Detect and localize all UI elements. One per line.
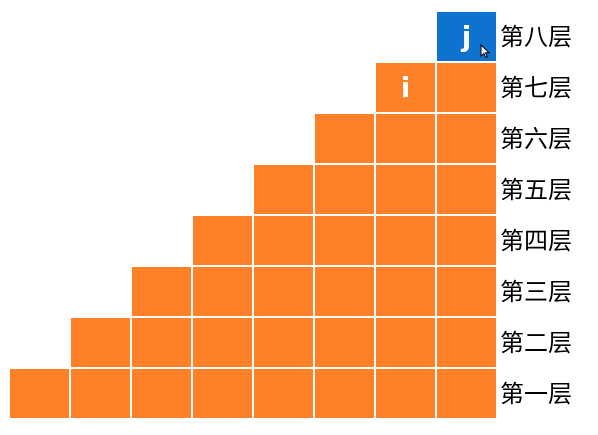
stair-cell: [437, 114, 496, 163]
floor-label: 第五层: [500, 176, 572, 204]
floor-label: 第三层: [500, 278, 572, 306]
stair-cell: [315, 369, 374, 418]
stair-cell: [315, 165, 374, 214]
stair-cell: [376, 216, 435, 265]
floor-label: 第二层: [500, 329, 572, 357]
stair-cell: [376, 369, 435, 418]
stair-cell: [315, 114, 374, 163]
stair-cell: [437, 318, 496, 367]
stair-cell: [193, 369, 252, 418]
stair-cell: [376, 114, 435, 163]
floor-label: 第四层: [500, 227, 572, 255]
stair-cell: [132, 318, 191, 367]
stair-cell: [10, 369, 69, 418]
stair-cell: [376, 267, 435, 316]
stair-cell: [193, 267, 252, 316]
stair-cell: [254, 318, 313, 367]
stair-cell: [193, 216, 252, 265]
stair-cell: [254, 267, 313, 316]
stair-cell: [376, 165, 435, 214]
stair-cell: [71, 318, 130, 367]
stair-cell: [315, 318, 374, 367]
stair-cell: [71, 369, 130, 418]
stair-cell: [437, 165, 496, 214]
stair-cell: [376, 318, 435, 367]
stair-cell: [254, 165, 313, 214]
stair-cell: [315, 267, 374, 316]
floor-label: 第八层: [500, 23, 572, 51]
stair-cell-marker-j: j: [437, 12, 496, 61]
floor-label: 第一层: [500, 380, 572, 408]
stair-cell: [437, 267, 496, 316]
stair-cell: [132, 369, 191, 418]
stair-cell: [132, 267, 191, 316]
stair-cell: [254, 369, 313, 418]
stair-cell: [437, 63, 496, 112]
stair-cell: [254, 216, 313, 265]
stair-cell: [193, 318, 252, 367]
mouse-pointer-icon: [480, 44, 490, 58]
floor-label: 第六层: [500, 125, 572, 153]
stair-cell: [437, 369, 496, 418]
stair-cell: [437, 216, 496, 265]
floor-label: 第七层: [500, 74, 572, 102]
stair-cell: [315, 216, 374, 265]
stair-cell-marker-i: i: [376, 63, 435, 112]
